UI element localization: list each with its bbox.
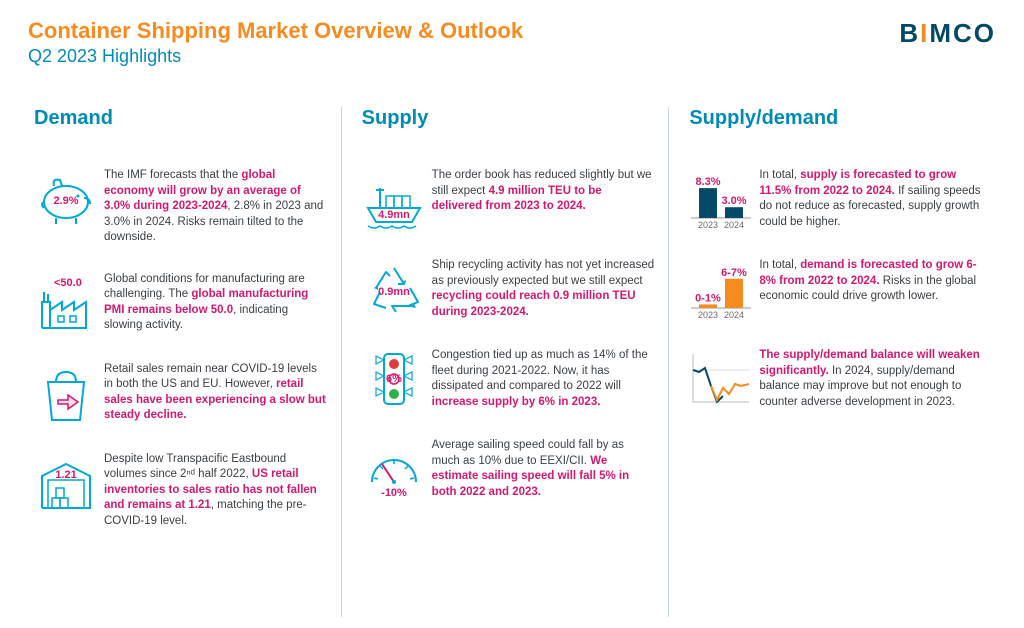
svg-text:6-7%: 6-7% (722, 267, 748, 279)
svg-text:1.21: 1.21 (55, 469, 76, 481)
info-text: In total, demand is forecasted to grow 6… (753, 258, 982, 305)
logo-letter: B (899, 18, 920, 49)
column: Supply/demand 8.3% 2023 3.0% 2024 In total, s… (668, 107, 996, 617)
svg-text:<50.0: <50.0 (54, 277, 82, 289)
warehouse-icon: 1.21 (34, 452, 98, 516)
piggy-icon: 2.9% (34, 168, 98, 232)
svg-text:-10%: -10% (381, 487, 407, 499)
info-text: The order book has reduced slightly but … (426, 168, 655, 215)
column-title: Demand (34, 107, 327, 130)
info-text: The IMF forecasts that the global econom… (98, 168, 327, 246)
info-item: 2.9% The IMF forecasts that the global ec… (34, 168, 327, 246)
info-text: The supply/demand balance will weaken si… (753, 348, 982, 410)
info-text: In total, supply is forecasted to grow 1… (753, 168, 982, 230)
title-block: Container Shipping Market Overview & Out… (28, 18, 523, 67)
svg-text:0.9mn: 0.9mn (378, 286, 410, 298)
bar-demand-icon: 0-1% 2023 6-7% 2024 (689, 258, 753, 322)
bimco-logo: BIMCO (899, 18, 996, 49)
page-title: Container Shipping Market Overview & Out… (28, 18, 523, 44)
ship-icon: 4.9mn (362, 168, 426, 232)
logo-letter: I (920, 18, 929, 49)
info-text: Retail sales remain near COVID-19 levels… (98, 362, 327, 424)
info-item: 8.3% 2023 3.0% 2024 In total, supply is fore… (689, 168, 982, 232)
svg-text:2.9%: 2.9% (53, 195, 78, 207)
page-subtitle: Q2 2023 Highlights (28, 46, 523, 67)
column: Supply 4.9mn The order book has reduced … (341, 107, 669, 617)
info-item: The supply/demand balance will weaken si… (689, 348, 982, 412)
line-balance-icon (689, 348, 753, 412)
info-item: -10% Average sailing speed could fall by… (362, 438, 655, 502)
info-text: Global conditions for manufacturing are … (98, 272, 327, 334)
info-item: 0-1% 2023 6-7% 2024 In total, demand is fore… (689, 258, 982, 322)
column-title: Supply (362, 107, 655, 130)
columns-row: Demand 2.9% The IMF forecasts that the gl… (28, 107, 996, 617)
info-text: Despite low Transpacific Eastbound volum… (98, 452, 327, 530)
info-text: Average sailing speed could fall by as m… (426, 438, 655, 500)
logo-letter: MCO (929, 18, 996, 49)
info-item: <50.0 Global conditions for manufacturin… (34, 272, 327, 336)
column-title: Supply/demand (689, 107, 982, 130)
info-text: Congestion tied up as much as 14% of the… (426, 348, 655, 410)
svg-text:2023: 2023 (698, 310, 718, 320)
gauge-icon: -10% (362, 438, 426, 502)
svg-text:8.3%: 8.3% (696, 176, 721, 188)
svg-text:2023: 2023 (698, 220, 718, 230)
info-item: 0.9mn Ship recycling activity has not ye… (362, 258, 655, 322)
header: Container Shipping Market Overview & Out… (28, 18, 996, 67)
traffic-light-icon: 6% (362, 348, 426, 412)
info-item: 1.21 Despite low Transpacific Eastbound … (34, 452, 327, 530)
svg-text:6%: 6% (386, 373, 402, 385)
svg-text:3.0%: 3.0% (722, 195, 747, 207)
info-item: Retail sales remain near COVID-19 levels… (34, 362, 327, 426)
column: Demand 2.9% The IMF forecasts that the gl… (28, 107, 341, 617)
svg-text:0-1%: 0-1% (696, 292, 722, 304)
factory-icon: <50.0 (34, 272, 98, 336)
shopping-bag-icon (34, 362, 98, 426)
svg-text:2024: 2024 (724, 310, 744, 320)
info-item: 6% Congestion tied up as much as 14% of … (362, 348, 655, 412)
svg-text:2024: 2024 (724, 220, 744, 230)
bar-supply-icon: 8.3% 2023 3.0% 2024 (689, 168, 753, 232)
info-item: 4.9mn The order book has reduced slightl… (362, 168, 655, 232)
svg-text:4.9mn: 4.9mn (378, 209, 410, 221)
recycle-icon: 0.9mn (362, 258, 426, 322)
info-text: Ship recycling activity has not yet incr… (426, 258, 655, 320)
